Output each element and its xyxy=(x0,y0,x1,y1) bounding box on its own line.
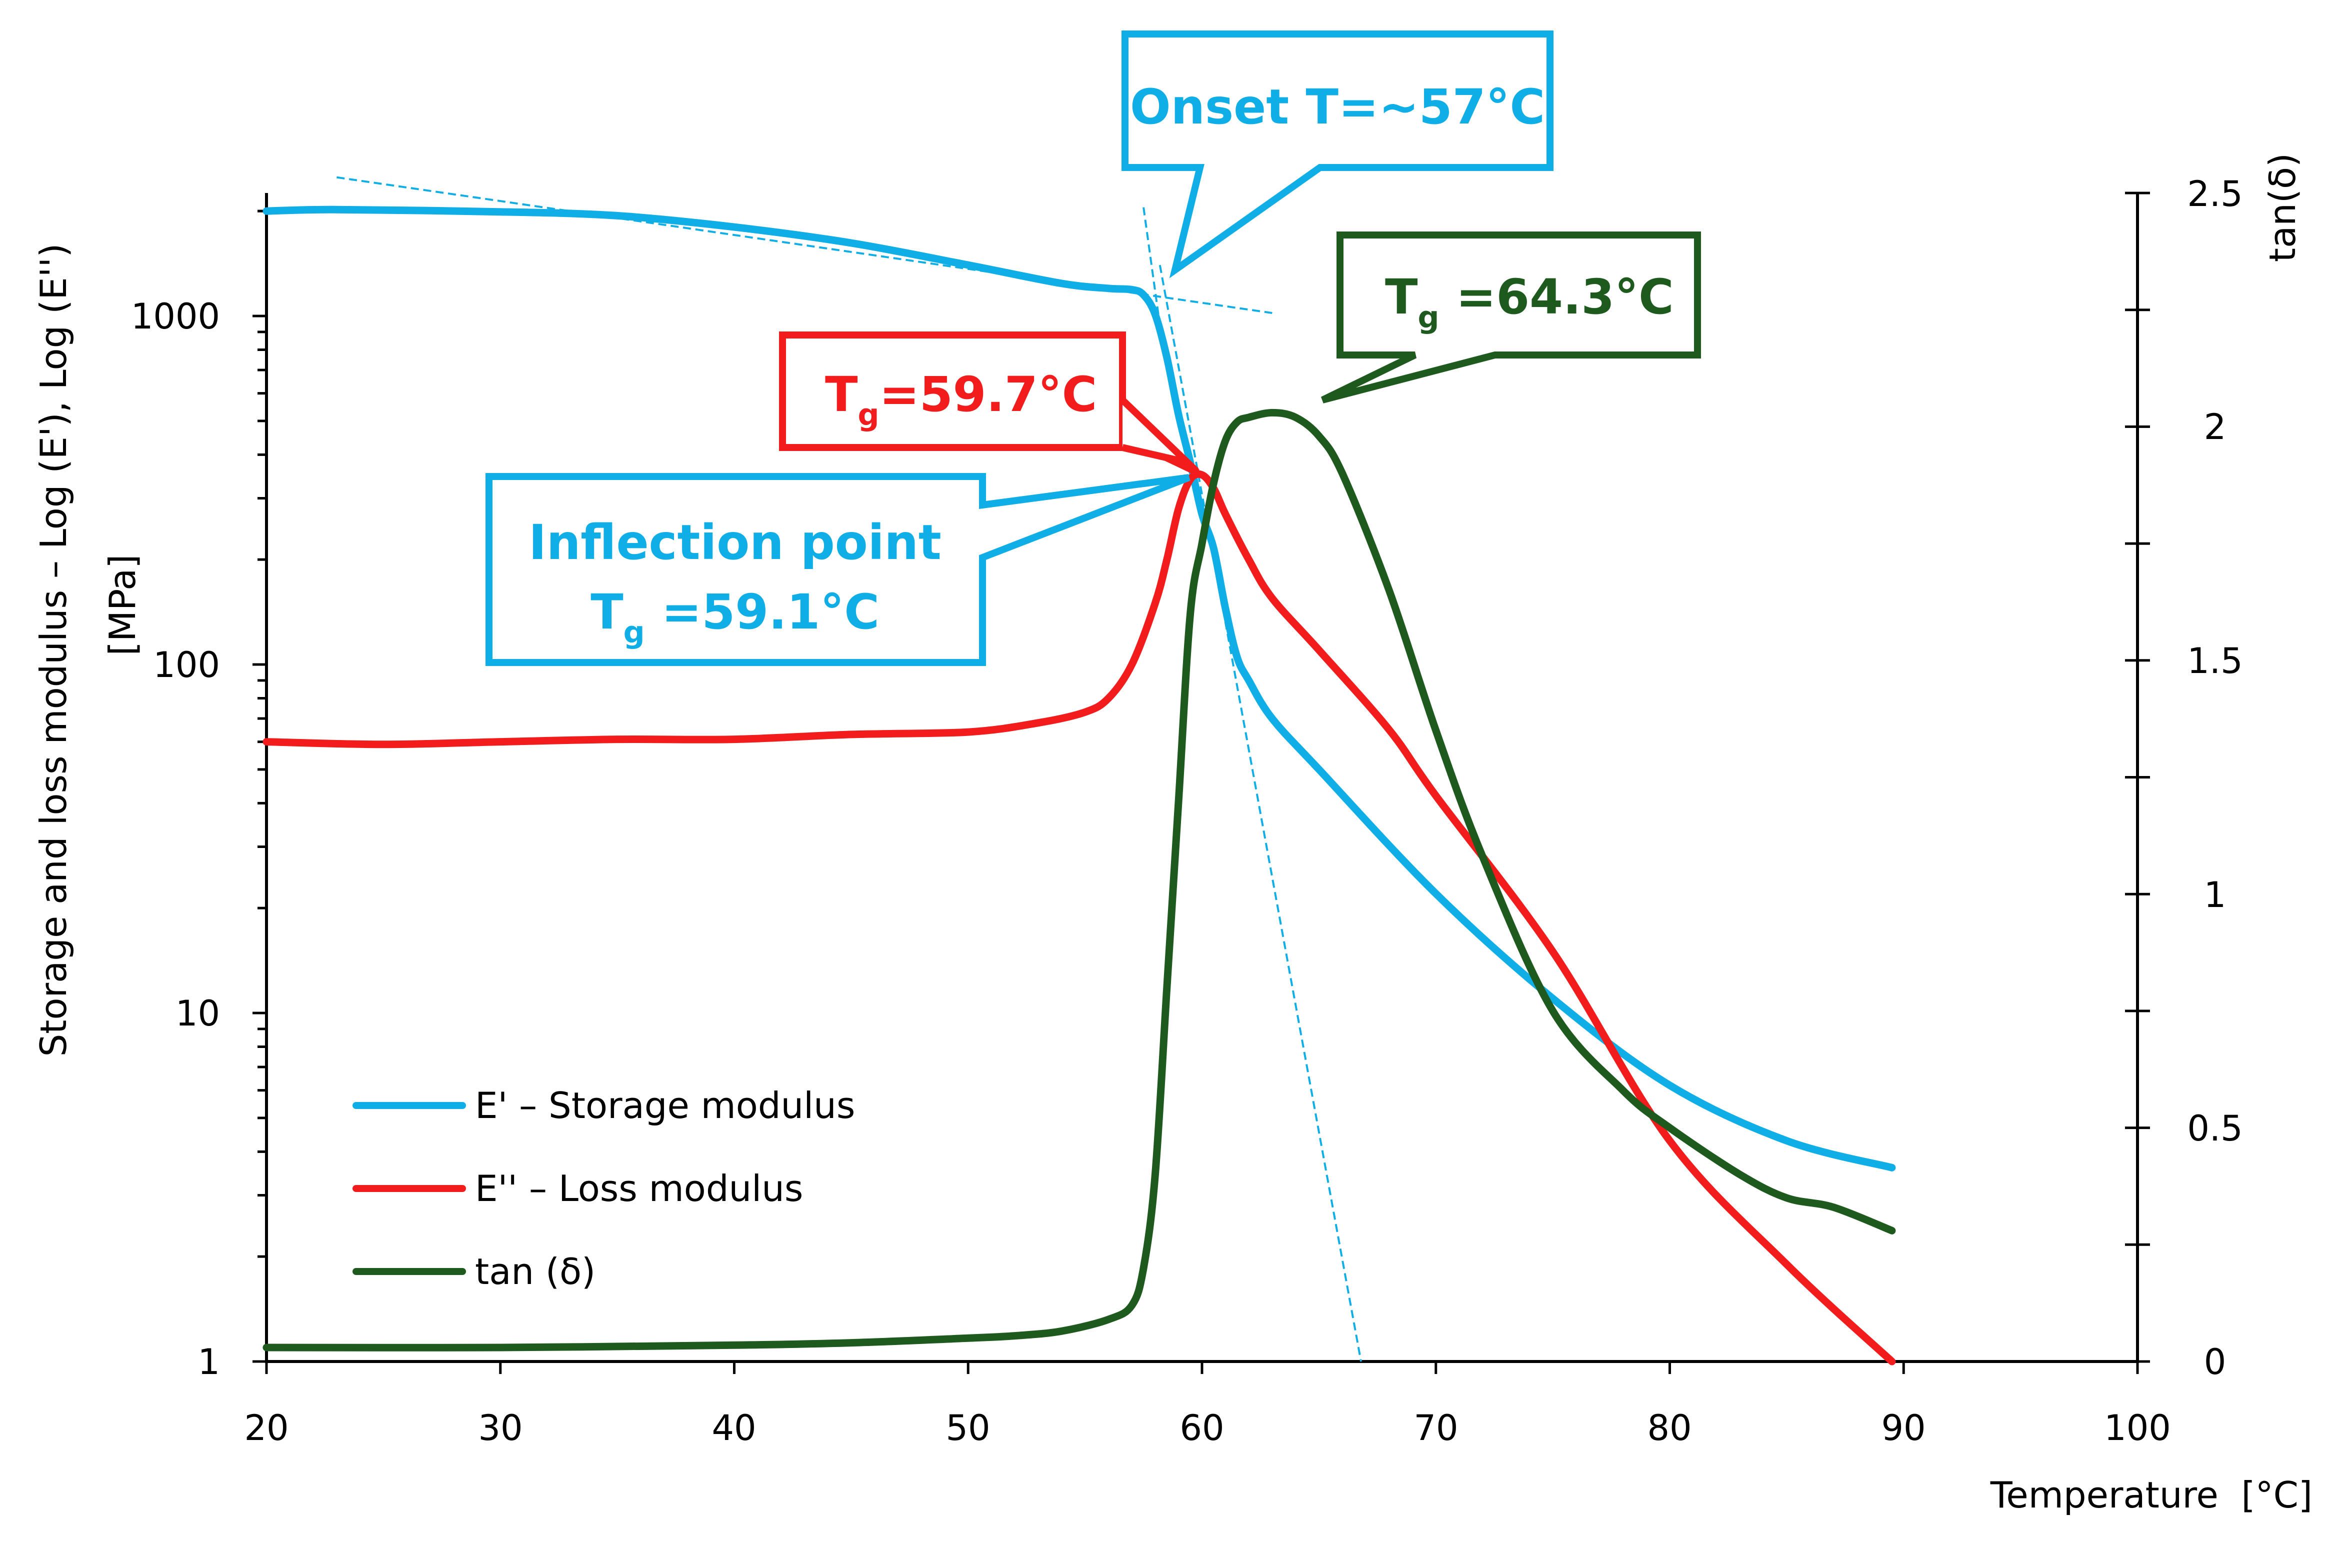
callout-onset: Onset T=~57°C xyxy=(1122,30,1554,278)
callout-inflection-sub: g xyxy=(624,615,645,650)
callout-tg-loss-value: =59.7°C xyxy=(879,366,1097,422)
callout-tg-tan-box xyxy=(1320,232,1701,404)
callout-tg-loss-sub: g xyxy=(858,398,879,432)
x-tick-labels: 20 30 40 50 60 70 80 90 100 xyxy=(244,1408,2170,1448)
y-left-tick-label: 1 xyxy=(198,1342,220,1382)
x-tick-label: 90 xyxy=(1881,1408,1926,1448)
y-right-tick-label: 2.5 xyxy=(2187,174,2242,214)
callout-tg-tan-text: Tg =64.3°C xyxy=(1385,269,1674,335)
callout-inflection-line2: Tg =59.1°C xyxy=(590,584,880,650)
callout-tg-tan-value: =64.3°C xyxy=(1439,269,1674,325)
series-storage-modulus xyxy=(262,206,1896,1172)
y-left-axis-title-unit: [MPa] xyxy=(102,554,144,656)
series-loss-modulus xyxy=(262,470,1896,1366)
tick-marks xyxy=(252,192,2150,1374)
legend: E' – Storage modulus E'' – Loss modulus … xyxy=(352,1084,855,1292)
legend-label-tan: tan (δ) xyxy=(475,1250,596,1292)
y-right-axis-title: tan(δ) xyxy=(2262,153,2304,262)
y-left-tick-label: 10 xyxy=(176,993,220,1034)
x-tick-label: 50 xyxy=(946,1408,990,1448)
legend-label-loss: E'' – Loss modulus xyxy=(475,1168,803,1210)
x-tick-label: 20 xyxy=(244,1408,288,1448)
y-right-tick-label: 1 xyxy=(2204,874,2226,916)
callout-tg-loss-pointer xyxy=(1120,397,1200,469)
callout-tg-tan-t: T xyxy=(1385,269,1418,325)
x-axis-title: Temperature [°C] xyxy=(1990,1474,2312,1516)
y-left-tick-label: 100 xyxy=(153,644,220,686)
x-tick-label: 60 xyxy=(1180,1408,1224,1448)
y-left-tick-label: 1000 xyxy=(131,296,220,337)
y-right-tick-label: 2 xyxy=(2204,406,2226,448)
callout-onset-text: Onset T=~57°C xyxy=(1130,79,1545,135)
y-right-tick-label: 0 xyxy=(2204,1342,2226,1382)
callout-tg-loss-t: T xyxy=(825,366,858,422)
y-left-tick-labels: 1 10 100 1000 xyxy=(131,296,220,1382)
callout-tg-tan-sub: g xyxy=(1418,300,1439,335)
x-tick-label: 70 xyxy=(1414,1408,1458,1448)
callout-onset-box xyxy=(1122,30,1554,278)
x-tick-label: 30 xyxy=(478,1408,522,1448)
series-tan-delta xyxy=(262,408,1896,1352)
callout-inflection: Inflection point Tg =59.1°C xyxy=(486,473,1190,666)
callout-inflection-value: =59.1°C xyxy=(645,584,880,640)
y-right-tick-labels: 0 0.5 1 1.5 2 2.5 xyxy=(2187,174,2242,1382)
series-group xyxy=(262,206,1896,1366)
callout-tg-tan: Tg =64.3°C xyxy=(1320,232,1701,404)
callout-inflection-line1: Inflection point xyxy=(528,514,942,570)
callout-tg-loss-text: Tg=59.7°C xyxy=(825,366,1097,432)
callout-inflection-box xyxy=(486,473,1190,666)
callout-inflection-t: T xyxy=(590,584,623,640)
x-tick-label: 100 xyxy=(2104,1408,2171,1448)
legend-label-storage: E' – Storage modulus xyxy=(475,1084,855,1126)
y-left-axis-title: Storage and loss modulus – Log (E'), Log… xyxy=(32,244,74,1057)
x-tick-label: 40 xyxy=(712,1408,756,1448)
callout-tg-loss: Tg=59.7°C xyxy=(779,332,1200,476)
x-tick-label: 80 xyxy=(1647,1408,1692,1448)
y-right-tick-label: 0.5 xyxy=(2187,1108,2242,1149)
tangent-line-inflection-tangent xyxy=(1158,264,1362,1362)
y-right-tick-label: 1.5 xyxy=(2187,640,2242,682)
